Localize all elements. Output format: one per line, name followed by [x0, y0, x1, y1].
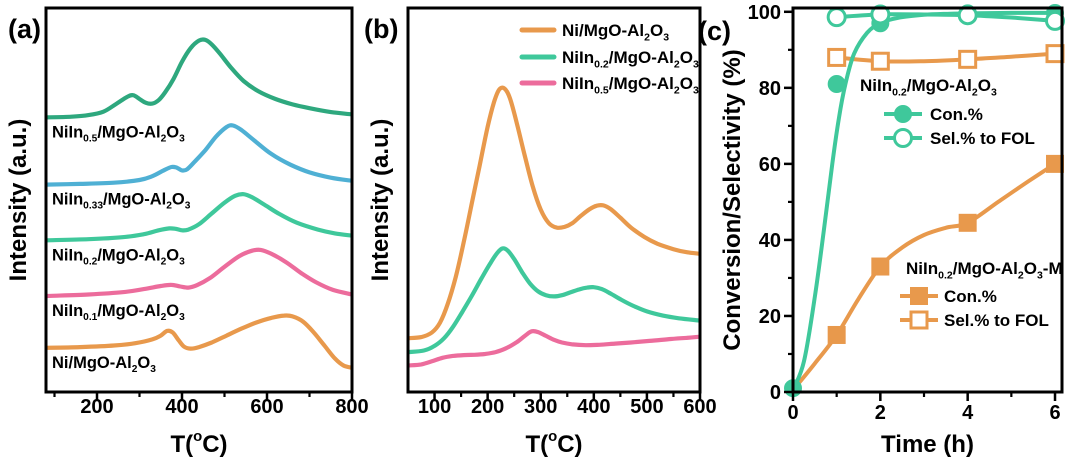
curve-label-niin0-2-mgo-al2o3: NiIn0.2/MgO-Al2O3 — [52, 246, 185, 267]
legend-title-niin0-2-mgo-al2o3: NiIn0.2/MgO-Al2O3 — [860, 76, 997, 98]
panel-a: NiIn0.5/MgO-Al2O3 NiIn0.33/MgO-Al2O3 NiIn0… — [5, 6, 369, 458]
legend-marker-sel-to-fol — [893, 128, 913, 148]
panel-b-ylabel: Intensity (a.u.) — [367, 119, 394, 282]
marker-niin0-2-mgo-al2o3-sel-to-fol — [870, 4, 891, 25]
y-tick-label: 40 — [759, 230, 781, 252]
marker-niin0-2-mgo-al2o3-sel-to-fol — [826, 7, 847, 28]
curve-a-niin0-1-mgo-al2o3 — [46, 247, 352, 299]
x-tick-label: 800 — [335, 396, 368, 418]
legend-label-niin0-5-mgo-al2o3: NiIn0.5/MgO-Al2O3 — [562, 74, 699, 96]
x-tick-label: 200 — [80, 396, 113, 418]
x-tick-label: 500 — [630, 396, 663, 418]
panel-c-xlabel: Time (h) — [881, 431, 974, 458]
y-tick-label: 80 — [759, 78, 781, 100]
curve-b-niin0-2-mgo-al2o3 — [408, 246, 700, 355]
x-tick-label: 600 — [683, 396, 716, 418]
marker-niin0-2-mgo-al2o3-sel-to-fol — [1045, 10, 1066, 31]
panel-a-xlabel: T(oC) — [170, 429, 227, 458]
marker-niin0-2-mgo-al2o3-m-sel-to-fol — [827, 47, 847, 67]
y-tick-label: 60 — [759, 154, 781, 176]
curve-label-niin0-33-mgo-al2o3: NiIn0.33/MgO-Al2O3 — [52, 191, 191, 212]
legend-marker-con — [894, 105, 912, 123]
legend-item-label-sel-to-fol: Sel.% to FOL — [944, 311, 1049, 330]
x-tick-label: 4 — [962, 402, 974, 424]
legend-marker-con — [910, 287, 928, 305]
panel-b-curves — [408, 85, 700, 368]
legend-niin0-2-mgo-al2o3: NiIn0.2/MgO-Al2O3 Con.% Sel.% to FOL — [860, 76, 1035, 148]
curve-a-niin0-2-mgo-al2o3 — [46, 192, 352, 243]
marker-niin0-2-mgo-al2o3-m-sel-to-fol — [870, 51, 890, 71]
panel-label-b: (b) — [364, 14, 398, 44]
legend-label-niin0-2-mgo-al2o3: NiIn0.2/MgO-Al2O3 — [562, 48, 699, 70]
curve-c-niin0-2-mgo-al2o3-sel-to-fol — [834, 12, 1057, 23]
legend-niin0-2-mgo-al2o3-m: NiIn0.2/MgO-Al2O3-M Con.% Sel.% to FOL — [900, 259, 1063, 330]
x-tick-label: 100 — [418, 396, 451, 418]
x-tick-label: 400 — [577, 396, 610, 418]
legend-marker-sel-to-fol — [909, 310, 929, 330]
marker-niin0-2-mgo-al2o3-m-con — [958, 213, 977, 232]
x-tick-label: 6 — [1049, 402, 1060, 424]
curve-label-ni-mgo-al2o3: Ni/MgO-Al2O3 — [52, 354, 156, 375]
curve-b-ni-mgo-al2o3 — [408, 85, 700, 341]
panel-label-a: (a) — [8, 14, 41, 44]
legend-item-label-sel-to-fol: Sel.% to FOL — [930, 129, 1035, 148]
y-tick-label: 20 — [759, 306, 781, 328]
legend-item-label-con: Con.% — [944, 287, 997, 306]
x-tick-label: 300 — [524, 396, 557, 418]
panel-b: 100 200 300 400 500 600 T(oC) Intensity (a.u.) (… — [364, 6, 717, 458]
panel-b-xlabel: T(oC) — [525, 429, 582, 458]
legend-label-ni-mgo-al2o3: Ni/MgO-Al2O3 — [562, 21, 669, 43]
marker-niin0-2-mgo-al2o3-m-con — [1046, 154, 1065, 173]
curve-label-niin0-1-mgo-al2o3: NiIn0.1/MgO-Al2O3 — [52, 302, 185, 323]
panel-label-c: (c) — [698, 16, 731, 46]
curve-a-ni-mgo-al2o3 — [46, 313, 352, 370]
curve-b-niin0-5-mgo-al2o3 — [408, 328, 700, 368]
x-tick-label: 200 — [471, 396, 504, 418]
panel-c-ylabel: Conversion/Selectivity (%) — [719, 49, 746, 350]
x-tick-label: 2 — [875, 402, 886, 424]
panel-a-axes-box — [44, 6, 354, 394]
x-tick-label: 400 — [165, 396, 198, 418]
curve-a-niin0-5-mgo-al2o3 — [46, 37, 352, 120]
panel-b-axes-box — [406, 6, 702, 394]
panel-b-legend: Ni/MgO-Al2O3 NiIn0.2/MgO-Al2O3 NiIn0.5/MgO… — [519, 21, 699, 96]
marker-niin0-2-mgo-al2o3-m-con — [827, 325, 846, 344]
curve-c-niin0-2-mgo-al2o3-m-sel-to-fol — [834, 51, 1057, 64]
y-tick-label: 0 — [770, 382, 781, 404]
y-tick-label: 100 — [748, 2, 781, 24]
x-tick-label: 600 — [250, 396, 283, 418]
marker-niin0-2-mgo-al2o3-m-sel-to-fol — [958, 49, 978, 69]
legend-item-label-con: Con.% — [930, 105, 983, 124]
marker-niin0-2-mgo-al2o3-con — [827, 75, 846, 94]
x-tick-label: 0 — [787, 402, 798, 424]
legend-title-niin0-2-mgo-al2o3-m: NiIn0.2/MgO-Al2O3-M — [906, 259, 1063, 281]
curve-a-niin0-33-mgo-al2o3 — [46, 123, 352, 187]
panel-c-axes-box — [791, 6, 1064, 394]
curve-label-niin0-5-mgo-al2o3: NiIn0.5/MgO-Al2O3 — [52, 123, 185, 144]
panel-a-curves — [46, 37, 352, 370]
panel-a-ylabel: Intensity (a.u.) — [5, 119, 32, 282]
marker-niin0-2-mgo-al2o3-m-con — [871, 257, 890, 276]
